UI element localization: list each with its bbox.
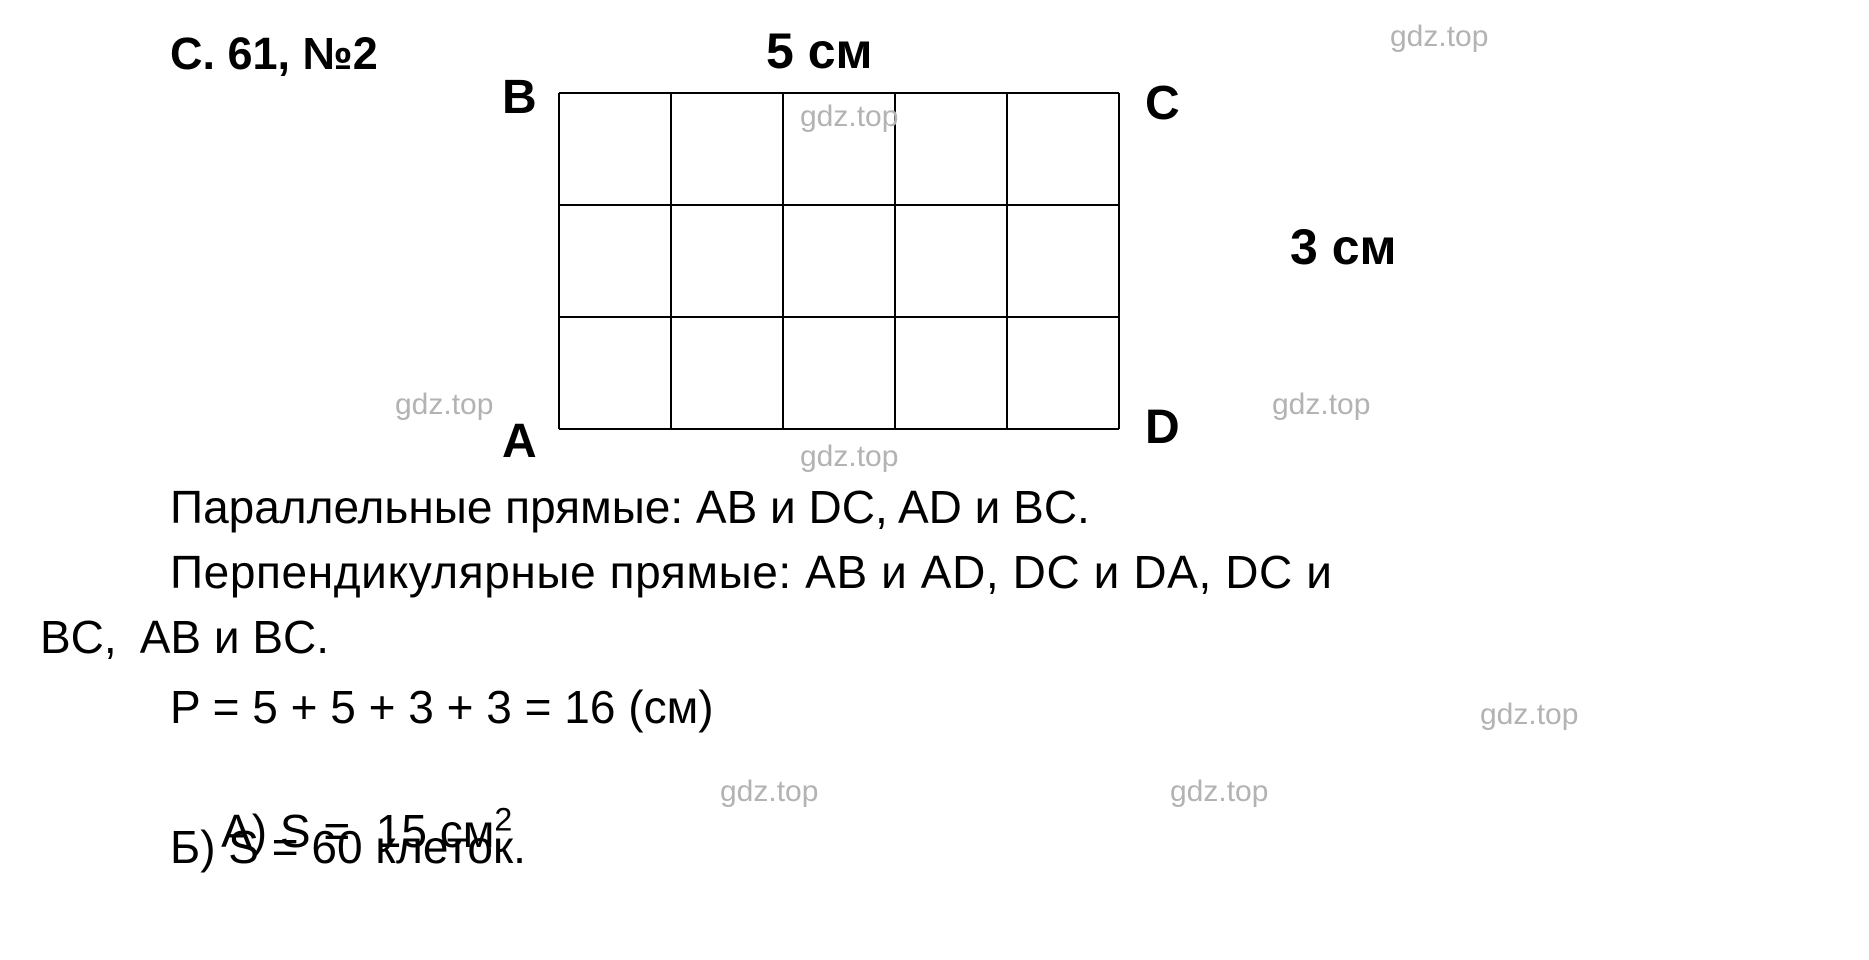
parallel-lines-text: Параллельные прямые: AB и DC, AD и BC. bbox=[170, 480, 1090, 534]
vertex-a: A bbox=[502, 414, 537, 469]
right-dimension: 3 см bbox=[1290, 218, 1397, 276]
rectangle-diagram bbox=[558, 92, 1122, 432]
vertex-d: D bbox=[1145, 400, 1180, 455]
vertex-b: B bbox=[502, 70, 537, 125]
watermark-left-of-a: gdz.top bbox=[395, 388, 493, 422]
perpendicular-lines-text-2: BC, AB и BC. bbox=[40, 610, 329, 664]
top-dimension: 5 см bbox=[766, 22, 873, 80]
area-b-text: Б) S = 60 клеток. bbox=[170, 820, 526, 874]
vertex-c: C bbox=[1145, 76, 1180, 131]
watermark-after-area-a-2: gdz.top bbox=[1170, 775, 1268, 809]
page-title: С. 61, №2 bbox=[170, 28, 378, 80]
watermark-right-of-perimeter: gdz.top bbox=[1480, 698, 1578, 732]
watermark-bottom-mid: gdz.top bbox=[800, 440, 898, 474]
watermark-after-area-a-1: gdz.top bbox=[720, 775, 818, 809]
perimeter-text: P = 5 + 5 + 3 + 3 = 16 (см) bbox=[170, 680, 714, 734]
watermark-right-of-d: gdz.top bbox=[1272, 388, 1370, 422]
perpendicular-lines-text-1: Перпендикулярные прямые: AB и AD, DC и D… bbox=[170, 545, 1333, 599]
watermark-under-top-dim: gdz.top bbox=[800, 100, 898, 134]
watermark-top-right: gdz.top bbox=[1390, 20, 1488, 54]
